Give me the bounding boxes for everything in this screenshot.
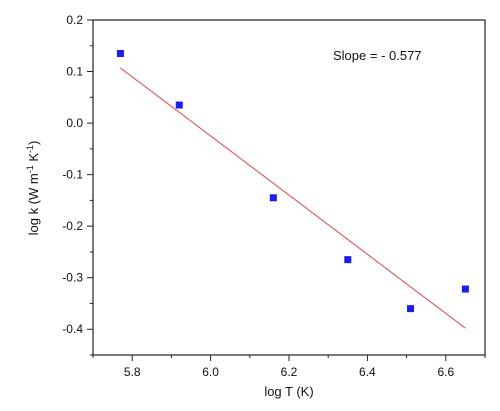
y-axis-title-part-1: log k (W m [26,173,41,235]
data-point [116,50,124,57]
y-tick-label: 0.2 [66,13,83,27]
y-axis-ticks: -0.4 -0.3 -0.2 -0.1 0.0 0.1 0.2 [62,13,93,356]
y-axis-title-part-3: ) [26,141,41,145]
y-tick-label: -0.3 [62,271,83,285]
y-tick-label: 0.1 [66,65,83,79]
y-axis-title: log k (W m-1 K-1) [25,141,41,236]
data-point [461,285,469,293]
x-tick-label: 6.6 [437,365,454,379]
data-point [407,305,415,313]
x-tick-label: 6.0 [202,365,219,379]
x-axis-ticks: 5.8 6.0 6.2 6.4 6.6 [92,355,486,379]
x-tick-label: 6.2 [281,365,298,379]
y-axis-title-sup-2: -1 [25,145,35,153]
plot-frame [92,19,486,356]
linear-fit-line [120,67,466,329]
y-tick-label: -0.1 [62,168,83,182]
y-tick-label: -0.2 [62,219,83,233]
y-tick-label: 0.0 [66,116,83,130]
data-point [175,101,183,109]
data-point [344,256,352,264]
x-tick-label: 6.4 [359,365,376,379]
data-points [116,50,469,313]
x-axis-title: log T (K) [264,384,313,399]
data-point [269,194,277,202]
x-tick-label: 5.8 [124,365,141,379]
y-tick-label: -0.4 [62,322,83,336]
y-axis-title-sup-1: -1 [25,165,35,173]
y-axis-title-part-2: K [26,153,41,166]
slope-annotation: Slope = - 0.577 [333,48,422,63]
